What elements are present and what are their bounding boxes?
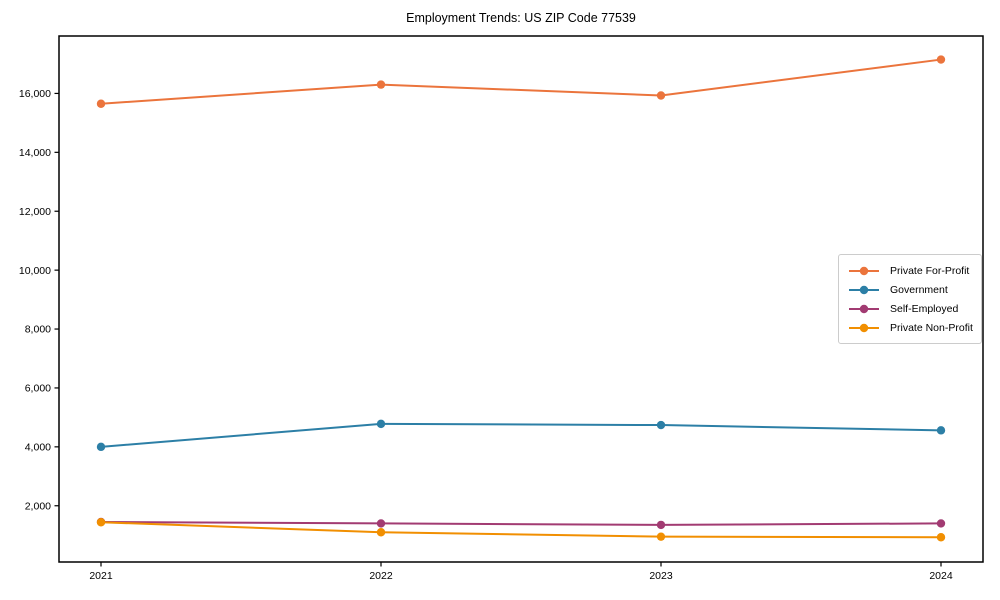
data-point: [96, 442, 106, 452]
y-tick-label: 2,000: [25, 500, 51, 512]
x-tick-label: 2024: [929, 570, 953, 582]
legend-marker-icon: [849, 266, 879, 275]
legend-label: Self-Employed: [890, 302, 959, 315]
legend-marker-icon: [849, 323, 879, 332]
legend-label: Private Non-Profit: [890, 321, 973, 334]
y-tick-label: 12,000: [19, 206, 51, 218]
y-tick-label: 14,000: [19, 147, 51, 159]
data-point: [936, 426, 946, 435]
series-line-self-employed: [100, 520, 942, 526]
data-point: [376, 519, 386, 528]
series-line-private-non-profit: [100, 521, 942, 539]
y-tick-label: 16,000: [19, 88, 51, 100]
legend-item: Private For-Profit: [847, 261, 973, 280]
data-point: [376, 528, 386, 537]
series-line-government: [100, 422, 942, 448]
chart-title: Employment Trends: US ZIP Code 77539: [406, 11, 636, 25]
data-point: [656, 420, 666, 430]
plot-border: [58, 35, 984, 563]
data-point: [656, 532, 666, 541]
x-tick-label: 2022: [369, 570, 393, 582]
data-point: [936, 55, 946, 64]
series-line-private-for-profit: [100, 58, 942, 105]
data-point: [376, 419, 386, 429]
data-point: [656, 520, 666, 530]
y-tick-label: 6,000: [25, 383, 51, 395]
data-point: [936, 519, 946, 528]
y-tick-label: 8,000: [25, 324, 51, 336]
x-tick-label: 2021: [89, 570, 113, 582]
data-point: [936, 533, 946, 542]
legend-item: Private Non-Profit: [847, 318, 973, 337]
legend-item: Government: [847, 280, 973, 299]
y-tick-label: 4,000: [25, 442, 51, 454]
legend-label: Private For-Profit: [890, 264, 970, 277]
legend-item: Self-Employed: [847, 299, 973, 318]
data-point: [656, 91, 666, 100]
data-point: [96, 99, 106, 108]
legend: Private For-Profit Government Self-Employe…: [838, 254, 982, 344]
legend-marker-icon: [849, 285, 879, 294]
data-point: [376, 80, 386, 89]
x-tick-label: 2023: [649, 570, 673, 582]
y-tick-label: 10,000: [19, 265, 51, 277]
data-point: [96, 518, 106, 527]
legend-marker-icon: [849, 304, 879, 313]
legend-label: Government: [890, 283, 948, 296]
